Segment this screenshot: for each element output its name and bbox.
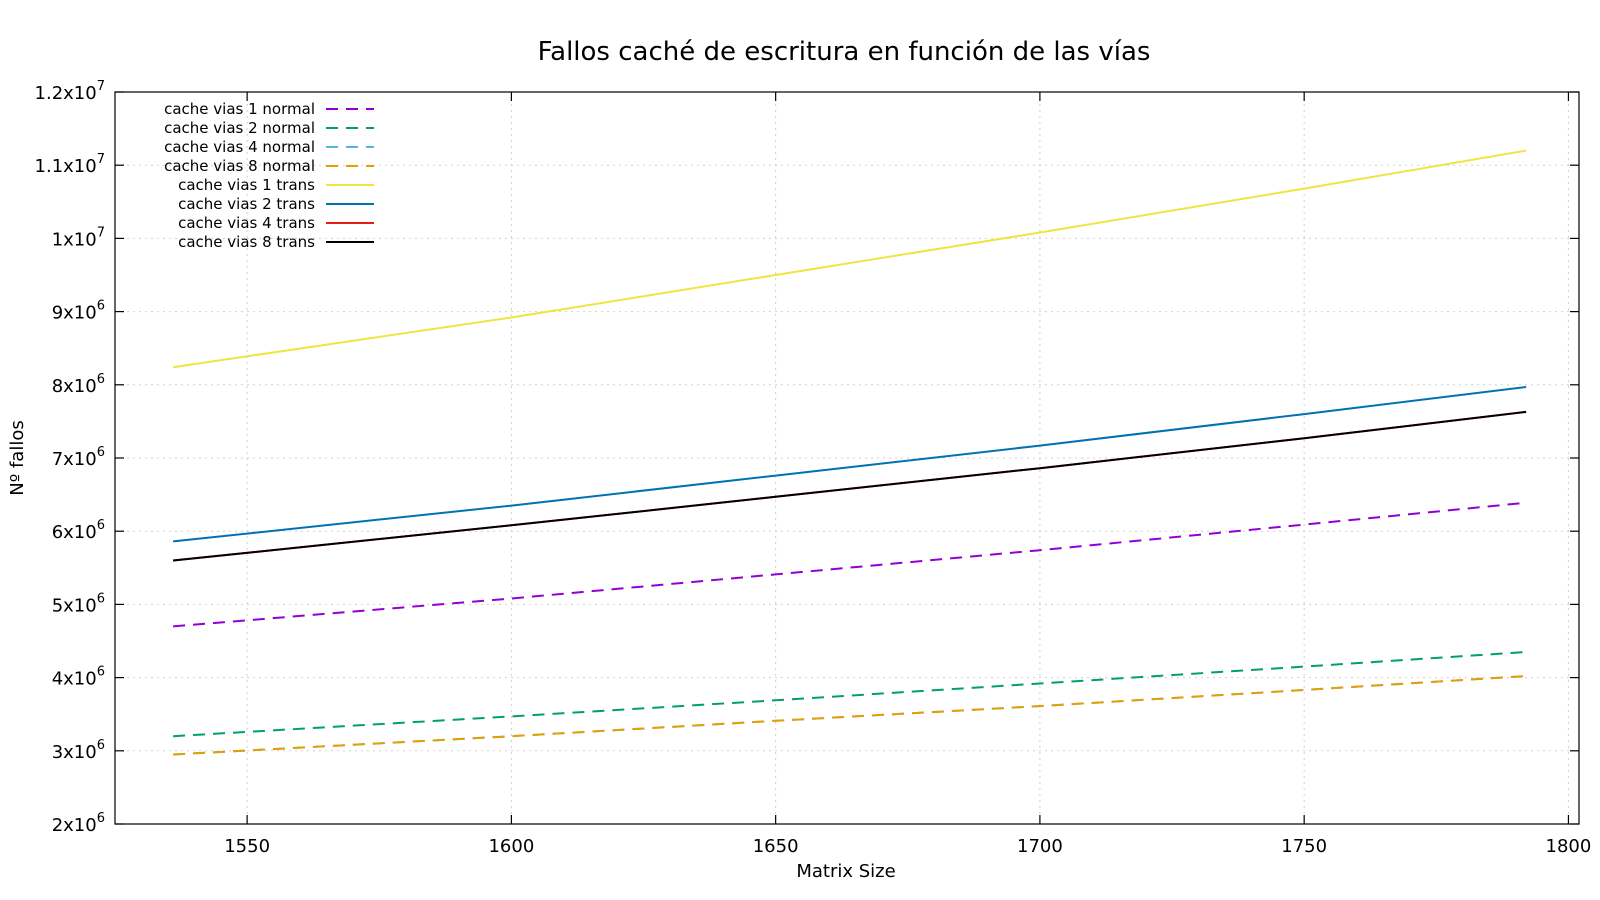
y-tick-label: 2x106 bbox=[52, 811, 105, 836]
y-tick-label: 1.1x107 bbox=[35, 152, 105, 177]
y-tick-label: 1x107 bbox=[52, 225, 105, 250]
y-tick-label: 4x106 bbox=[52, 665, 105, 690]
legend-label: cache vias 8 normal bbox=[164, 157, 315, 175]
chart-title: Fallos caché de escritura en función de … bbox=[538, 37, 1151, 67]
legend-label: cache vias 2 normal bbox=[164, 119, 315, 137]
y-tick-label: 6x106 bbox=[52, 518, 105, 543]
legend-label: cache vias 8 trans bbox=[178, 233, 315, 251]
legend-label: cache vias 2 trans bbox=[178, 195, 315, 213]
series-line-5 bbox=[172, 149, 1527, 369]
grid-lines bbox=[115, 91, 1579, 825]
legend-label: cache vias 4 normal bbox=[164, 138, 315, 156]
x-tick-label: 1650 bbox=[753, 836, 799, 857]
series-line-2 bbox=[173, 651, 1527, 738]
x-tick-label: 1750 bbox=[1281, 836, 1327, 857]
x-axis-label: Matrix Size bbox=[796, 861, 895, 882]
y-tick-label: 1.2x107 bbox=[35, 79, 105, 104]
x-tick-label: 1800 bbox=[1546, 836, 1592, 857]
y-tick-label: 7x106 bbox=[52, 445, 105, 470]
legend-label: cache vias 1 normal bbox=[164, 100, 315, 118]
series-line-6 bbox=[172, 386, 1527, 543]
legend-label: cache vias 1 trans bbox=[178, 176, 315, 194]
x-tick-label: 1550 bbox=[224, 836, 270, 857]
y-axis: 2x106 3x106 4x106 5x106 6x106 7x106 8x106 9x106… bbox=[35, 79, 1579, 836]
legend-label: cache vias 4 trans bbox=[178, 214, 315, 232]
series-line-4 bbox=[173, 675, 1527, 756]
x-tick-label: 1700 bbox=[1017, 836, 1063, 857]
series-group bbox=[172, 149, 1527, 756]
y-tick-label: 5x106 bbox=[52, 591, 105, 616]
y-tick-label: 9x106 bbox=[52, 299, 105, 324]
y-tick-label: 8x106 bbox=[52, 372, 105, 397]
x-axis: 1550 1600 1650 1700 1750 1800 bbox=[224, 92, 1591, 857]
y-axis-label: Nº fallos bbox=[7, 420, 28, 495]
series-line-8 bbox=[172, 410, 1527, 562]
series-line-1 bbox=[173, 501, 1527, 628]
x-tick-label: 1600 bbox=[488, 836, 534, 857]
y-tick-label: 3x106 bbox=[52, 738, 105, 763]
series-line-7 bbox=[172, 410, 1527, 562]
